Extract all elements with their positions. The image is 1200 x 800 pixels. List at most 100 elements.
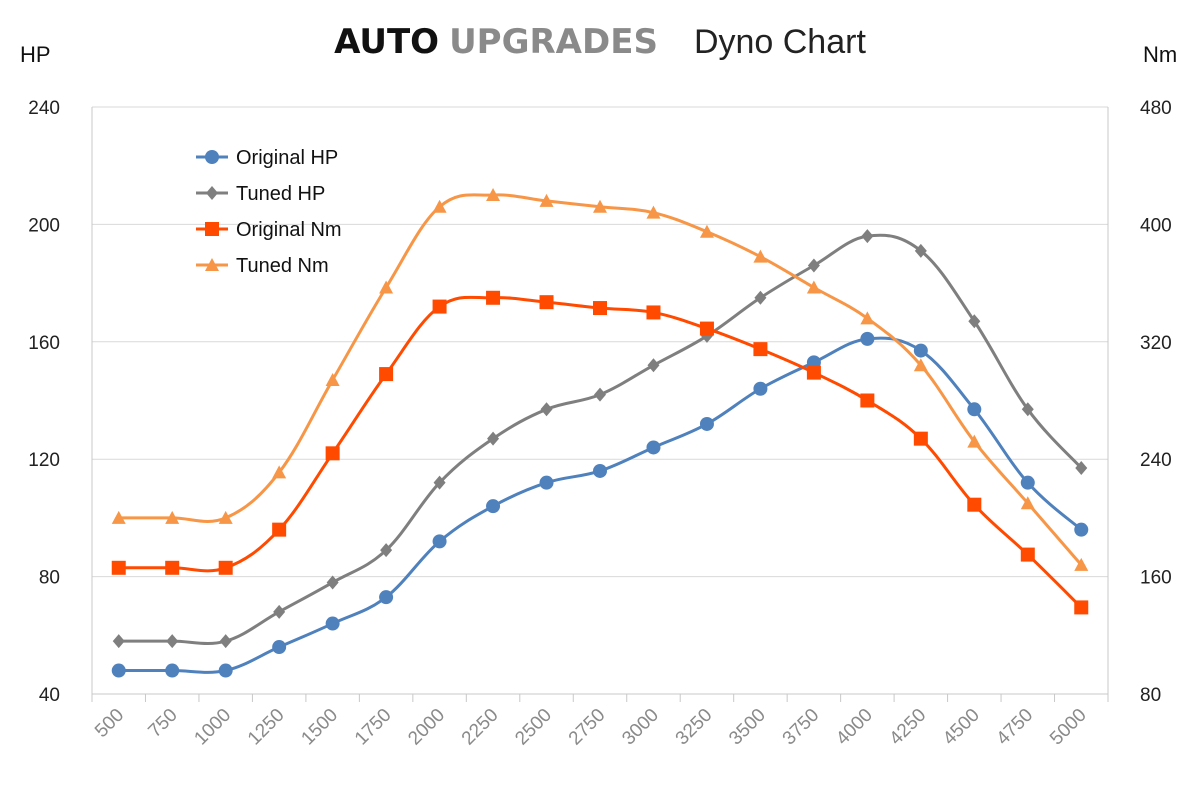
series-line-tuned-nm (118, 193, 1083, 566)
data-point-original-nm (486, 290, 501, 305)
x-tick-label: 2500 (511, 705, 556, 750)
data-point-tuned-nm (272, 465, 287, 479)
data-point-original-nm (913, 431, 928, 446)
series-line-tuned-hp (118, 233, 1083, 645)
data-point-tuned-hp (540, 402, 553, 417)
data-point-original-nm (165, 560, 180, 575)
data-point-tuned-hp (968, 314, 981, 329)
legend-marker-original-nm (205, 222, 219, 236)
chart-title: AUTO UPGRADES Dyno Chart (0, 22, 1200, 62)
x-tick-label: 3250 (672, 705, 717, 750)
data-point-original-hp (967, 402, 982, 417)
data-point-tuned-nm (218, 510, 233, 524)
x-tick-label: 1500 (297, 705, 342, 750)
data-point-original-hp (272, 640, 287, 655)
x-tick-label: 3750 (779, 705, 824, 750)
legend-marker-tuned-hp (206, 186, 218, 200)
x-tick-label: 4250 (886, 705, 931, 750)
data-point-tuned-nm (646, 205, 661, 219)
data-point-original-nm (1074, 600, 1089, 615)
legend-label-tuned-nm: Tuned Nm (236, 255, 329, 277)
y-right-tick-label: 400 (1140, 215, 1172, 236)
data-point-original-nm (646, 305, 661, 320)
data-point-original-hp (539, 475, 554, 490)
data-point-tuned-nm (967, 434, 982, 448)
data-point-tuned-hp (487, 431, 500, 446)
right-axis-label: Nm (1143, 42, 1178, 67)
data-point-tuned-nm (325, 372, 340, 386)
data-point-original-hp (1020, 475, 1035, 490)
data-point-tuned-nm (753, 249, 768, 263)
x-tick-label: 1250 (244, 705, 289, 750)
data-point-original-hp (432, 534, 447, 549)
data-point-original-nm (432, 299, 447, 314)
data-point-tuned-hp (273, 604, 286, 619)
y-left-tick-label: 160 (28, 333, 60, 354)
data-point-tuned-hp (647, 358, 660, 373)
data-point-tuned-nm (111, 510, 126, 524)
data-point-tuned-hp (807, 258, 820, 273)
data-point-original-hp (699, 416, 714, 431)
x-tick-label: 4750 (993, 705, 1038, 750)
data-point-original-nm (1020, 547, 1035, 562)
data-point-tuned-hp (219, 634, 232, 649)
data-point-tuned-hp (326, 575, 339, 590)
legend-label-tuned-hp: Tuned HP (236, 183, 325, 205)
legend-label-original-nm: Original Nm (236, 219, 342, 241)
brand-light-text: UPGRADES (449, 22, 658, 62)
data-point-original-hp (913, 343, 928, 358)
data-point-tuned-hp (914, 243, 927, 258)
x-tick-label: 2250 (458, 705, 503, 750)
x-tick-label: 1000 (190, 705, 235, 750)
data-point-tuned-nm (379, 280, 394, 294)
brand-bold-text: AUTO (334, 22, 440, 62)
data-point-tuned-hp (754, 290, 767, 305)
x-tick-label: 1750 (351, 705, 396, 750)
data-point-original-hp (111, 663, 126, 678)
y-left-tick-label: 200 (28, 215, 60, 236)
data-point-tuned-nm (860, 311, 875, 325)
legend-marker-original-hp (205, 150, 219, 164)
data-point-original-hp (860, 331, 875, 346)
data-point-tuned-hp (594, 387, 606, 402)
data-point-tuned-nm (699, 224, 714, 238)
data-point-tuned-nm (913, 358, 928, 372)
data-point-tuned-hp (433, 475, 446, 490)
data-point-original-hp (486, 499, 501, 514)
data-point-tuned-hp (166, 634, 179, 649)
data-point-original-hp (218, 663, 233, 678)
data-point-tuned-hp (1021, 402, 1034, 417)
data-point-tuned-nm (539, 193, 554, 207)
data-point-original-nm (967, 497, 982, 512)
data-point-original-nm (699, 321, 714, 336)
y-left-tick-label: 40 (39, 685, 60, 706)
legend-marker-tuned-nm (205, 258, 219, 271)
data-point-original-nm (325, 446, 340, 461)
x-tick-label: 4500 (939, 705, 984, 750)
y-right-tick-label: 240 (1140, 450, 1172, 471)
x-tick-label: 500 (91, 705, 128, 742)
data-point-tuned-nm (165, 510, 180, 524)
data-point-tuned-hp (112, 634, 125, 649)
y-left-tick-label: 80 (39, 568, 60, 589)
x-tick-label: 2750 (565, 705, 610, 750)
data-point-original-nm (272, 522, 287, 537)
data-point-tuned-nm (806, 280, 821, 294)
data-point-original-nm (860, 393, 875, 408)
data-point-original-nm (539, 295, 554, 310)
left-axis-label: HP (20, 42, 51, 67)
y-right-tick-label: 160 (1140, 568, 1172, 589)
chart-subtitle: Dyno Chart (693, 23, 866, 61)
data-point-original-hp (379, 590, 394, 605)
data-point-tuned-hp (861, 229, 874, 244)
data-point-original-hp (646, 440, 661, 455)
data-point-original-hp (1074, 522, 1089, 537)
x-tick-label: 750 (144, 705, 181, 742)
x-tick-label: 3000 (618, 705, 663, 750)
data-point-original-hp (593, 463, 607, 478)
data-point-original-nm (218, 560, 233, 575)
x-tick-label: 4000 (832, 705, 877, 750)
y-right-tick-label: 480 (1140, 98, 1172, 119)
x-tick-label: 2000 (404, 705, 449, 750)
